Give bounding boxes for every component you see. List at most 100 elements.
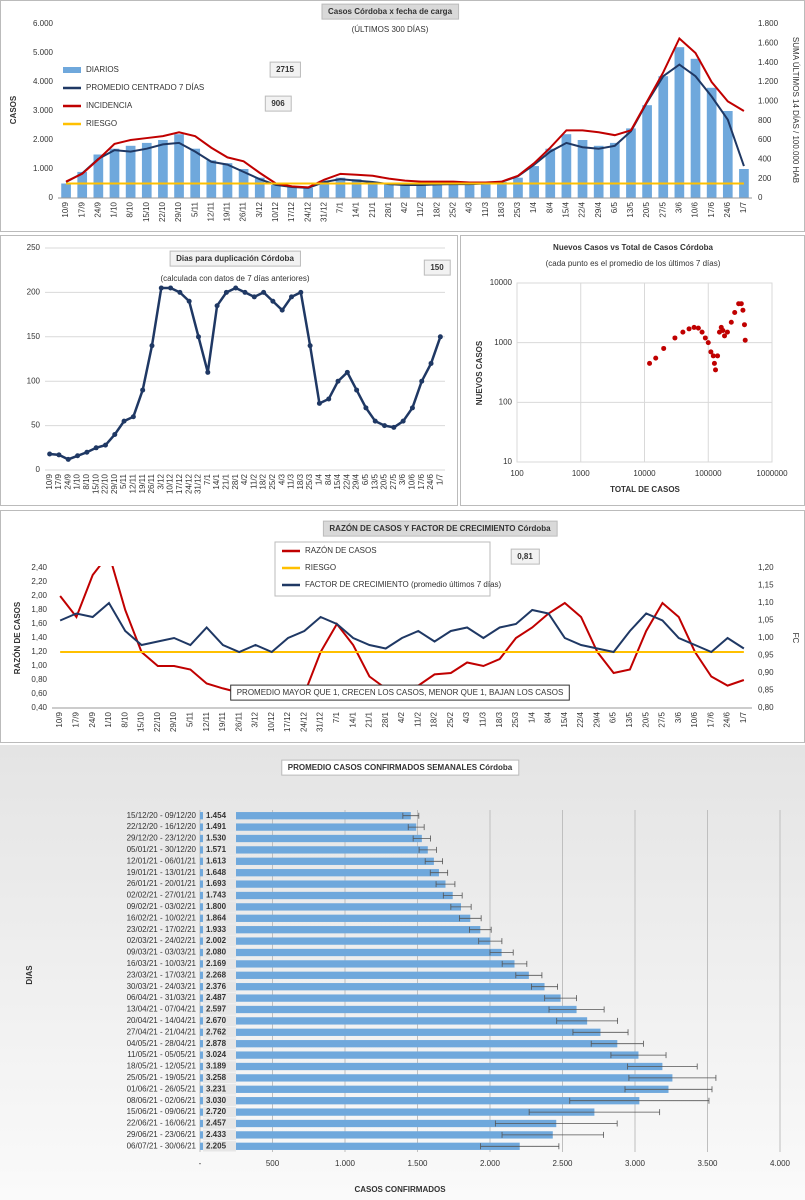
y2-axis-title: SUMA ÚLTIMOS 14 DÍAS / 100.000 HAB <box>791 37 800 183</box>
x-tick-label: 10/9 <box>61 201 70 217</box>
marker <box>409 405 415 411</box>
y-tick-label: 600 <box>758 135 772 144</box>
y-tick-label: 5.000 <box>33 48 54 57</box>
bar <box>271 184 281 198</box>
y-tick-label: 1,15 <box>758 581 774 590</box>
x-tick-label: 8/10 <box>120 711 129 727</box>
x-tick-label: 10/9 <box>45 473 54 489</box>
point <box>741 322 747 328</box>
x-tick-label: 22/4 <box>578 201 587 217</box>
bar <box>200 994 561 1002</box>
label-bg <box>203 981 236 992</box>
label-bg <box>203 913 236 924</box>
y-tick-label: 02/03/21 - 24/02/21 <box>127 936 197 945</box>
x-tick-label: 12/11 <box>206 201 215 221</box>
y-tick-label: 22/06/21 - 16/06/21 <box>127 1119 197 1128</box>
marker <box>372 418 378 424</box>
error-bar <box>624 1086 713 1093</box>
bar <box>200 937 491 945</box>
x-tick-label: 1/7 <box>739 201 748 213</box>
y-tick-label: 2,40 <box>31 563 47 572</box>
bar <box>674 47 685 199</box>
label-box <box>230 684 570 701</box>
x-tick-label: 24/9 <box>63 473 72 489</box>
y-tick-label: 1,60 <box>31 619 47 628</box>
label-bg <box>203 1129 236 1141</box>
x-tick-label: 11/2 <box>416 201 425 217</box>
label-bg <box>203 1038 236 1049</box>
data-label: 3.189 <box>206 1062 227 1071</box>
x-tick-label: 15/10 <box>142 201 151 222</box>
marker <box>344 369 350 375</box>
bar <box>200 857 434 865</box>
y-tick-label: 1,40 <box>31 633 47 642</box>
y-tick-label: 0,95 <box>758 651 774 660</box>
x-tick-label: 22/4 <box>576 711 585 727</box>
annotation: 906 <box>271 99 285 108</box>
marker <box>158 285 164 291</box>
bar <box>200 869 439 877</box>
data-label: 2.878 <box>206 1039 227 1048</box>
bar <box>200 846 428 854</box>
bar <box>303 187 314 198</box>
x-tick-label: 29/4 <box>592 711 601 727</box>
x-tick-label: 1000 <box>572 469 590 478</box>
bar <box>690 58 701 198</box>
bar <box>287 186 297 198</box>
marker <box>437 334 443 340</box>
data-label: 1.530 <box>206 834 227 843</box>
x-tick-label: 1000000 <box>756 469 788 478</box>
x-tick-label: 1.500 <box>407 1159 428 1168</box>
point <box>680 329 686 335</box>
data-label: 2.670 <box>206 1016 227 1025</box>
y-tick-label: 0,60 <box>31 689 47 698</box>
y-tick-label: 1.000 <box>33 164 54 173</box>
bar <box>125 145 136 198</box>
legend-swatch <box>63 67 81 73</box>
y-tick-label: 06/07/21 - 30/06/21 <box>127 1141 197 1150</box>
bar <box>200 880 446 888</box>
marker <box>419 378 425 384</box>
legend-label: RIESGO <box>86 119 117 128</box>
bar <box>561 134 572 198</box>
y-tick-label: 01/06/21 - 26/05/21 <box>127 1084 197 1093</box>
marker <box>428 360 434 366</box>
point <box>672 335 678 341</box>
marker <box>316 400 322 406</box>
data-label: 1.454 <box>206 811 227 820</box>
x-tick-label: 5/11 <box>190 201 199 217</box>
y-axis-title: CASOS <box>9 95 18 124</box>
data-label: 2.762 <box>206 1027 227 1036</box>
bar <box>200 1119 557 1128</box>
x-tick-label: 20/5 <box>641 711 650 727</box>
marker <box>279 307 285 313</box>
x-tick-label: 10/6 <box>408 473 417 489</box>
bar <box>200 1108 595 1116</box>
error-bar <box>429 869 449 876</box>
bar <box>200 1074 673 1082</box>
y-tick-label: 10 <box>503 457 512 466</box>
point <box>740 307 746 313</box>
y-tick-label: 20/04/21 - 14/04/21 <box>127 1016 197 1025</box>
x-tick-label: 27/5 <box>389 473 398 489</box>
x-tick-label: 4/2 <box>397 711 406 723</box>
point <box>715 353 721 359</box>
y-axis-title: RAZÓN DE CASOS <box>13 601 22 674</box>
x-tick-label: 24/12 <box>184 473 193 494</box>
bar <box>200 960 515 968</box>
y-tick-label: 4.000 <box>33 77 54 86</box>
error-bar <box>572 1029 629 1036</box>
bar <box>200 1131 553 1139</box>
label-bg <box>203 935 236 947</box>
bar <box>190 148 201 198</box>
error-bar <box>489 949 514 956</box>
label-box <box>169 250 301 267</box>
error-bar <box>478 938 503 945</box>
x-tick-label: 25/3 <box>513 201 522 217</box>
point <box>686 326 692 332</box>
x-tick-label: 11/3 <box>287 473 296 489</box>
annotation: 2715 <box>276 65 294 74</box>
x-tick-label: 31/12 <box>194 473 203 494</box>
label-bg <box>203 924 236 935</box>
x-tick-label: 4/3 <box>465 201 474 213</box>
